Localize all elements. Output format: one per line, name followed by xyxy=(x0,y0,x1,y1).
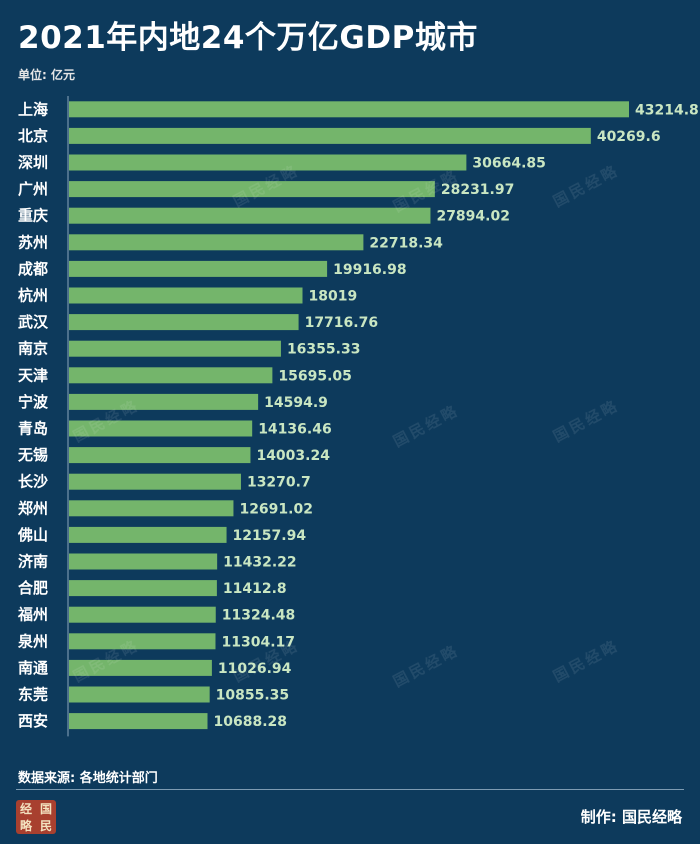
value-label: 14136.46 xyxy=(258,422,332,438)
bar xyxy=(69,686,210,703)
bar xyxy=(69,127,591,144)
value-label: 28231.97 xyxy=(441,182,515,198)
logo-char: 民 xyxy=(39,818,52,833)
category-label: 重庆 xyxy=(18,207,48,225)
bar xyxy=(69,553,218,570)
unit-label: 单位: 亿元 xyxy=(18,68,75,82)
bar xyxy=(69,580,217,597)
bar xyxy=(69,633,216,650)
bar xyxy=(69,473,241,490)
category-label: 东莞 xyxy=(18,686,48,704)
value-label: 17716.76 xyxy=(305,315,379,331)
bar xyxy=(69,207,431,224)
value-label: 11304.17 xyxy=(221,634,295,650)
value-label: 22718.34 xyxy=(369,235,443,251)
bar xyxy=(69,713,208,730)
logo-char: 经 xyxy=(19,801,32,816)
value-label: 19916.98 xyxy=(333,262,407,278)
value-label: 12157.94 xyxy=(233,528,307,544)
value-label: 11412.8 xyxy=(223,581,287,597)
bar xyxy=(69,447,251,464)
category-label: 天津 xyxy=(18,366,48,384)
category-label: 合肥 xyxy=(17,579,48,597)
value-label: 14594.9 xyxy=(264,395,328,411)
category-label: 长沙 xyxy=(18,473,48,491)
footer-divider xyxy=(16,789,684,790)
bar xyxy=(69,314,299,331)
value-label: 18019 xyxy=(308,289,357,305)
value-label: 12691.02 xyxy=(239,501,313,517)
category-label: 福州 xyxy=(17,606,48,624)
bar xyxy=(69,287,303,304)
value-label: 43214.8 xyxy=(635,102,699,118)
category-label: 西安 xyxy=(18,712,48,730)
category-label: 郑州 xyxy=(18,499,48,517)
category-label: 宁波 xyxy=(18,393,49,411)
bar xyxy=(69,659,212,676)
bar xyxy=(69,367,273,384)
value-label: 15695.05 xyxy=(278,368,352,384)
value-label: 13270.7 xyxy=(247,475,311,491)
value-label: 27894.02 xyxy=(436,209,510,225)
bar xyxy=(69,154,467,171)
value-label: 11026.94 xyxy=(218,661,292,677)
category-label: 杭州 xyxy=(18,287,48,305)
credit-text: 制作: 国民经略 xyxy=(580,808,682,826)
bar xyxy=(69,260,328,277)
category-label: 南通 xyxy=(18,659,48,677)
bar xyxy=(69,526,227,543)
category-label: 成都 xyxy=(18,260,48,278)
logo-char: 略 xyxy=(19,818,32,833)
value-label: 10688.28 xyxy=(214,714,288,730)
bar xyxy=(69,393,259,410)
category-label: 广州 xyxy=(18,180,48,198)
value-label: 11324.48 xyxy=(222,608,296,624)
bar xyxy=(69,101,629,118)
category-label: 无锡 xyxy=(17,446,48,464)
category-label: 南京 xyxy=(18,340,48,358)
category-label: 深圳 xyxy=(18,154,48,172)
value-label: 10855.35 xyxy=(216,688,290,704)
bar-chart: 上海 43214.8 北京 40269.6 深圳 30664.85 广州 28231.97 重庆… xyxy=(17,96,699,737)
bar xyxy=(69,181,435,198)
category-label: 泉州 xyxy=(17,632,48,650)
brand-logo: 经 国 略 民 xyxy=(16,800,56,834)
bar xyxy=(69,340,281,357)
logo-char: 国 xyxy=(39,801,52,816)
category-label: 上海 xyxy=(18,100,48,118)
category-label: 青岛 xyxy=(18,420,48,438)
category-label: 北京 xyxy=(18,127,48,145)
value-label: 16355.33 xyxy=(287,342,361,358)
category-label: 苏州 xyxy=(18,233,48,251)
data-source: 数据来源: 各地统计部门 xyxy=(18,771,158,786)
value-label: 11432.22 xyxy=(223,555,297,571)
value-label: 30664.85 xyxy=(472,156,546,172)
bar xyxy=(69,234,364,251)
value-label: 40269.6 xyxy=(597,129,661,145)
chart-title: 2021年内地24个万亿GDP城市 xyxy=(18,20,478,56)
bar xyxy=(69,500,234,517)
category-label: 济南 xyxy=(18,553,48,571)
category-label: 武汉 xyxy=(18,313,49,331)
category-label: 佛山 xyxy=(17,526,48,544)
value-label: 14003.24 xyxy=(256,448,330,464)
bar xyxy=(69,420,253,437)
bar xyxy=(69,606,216,623)
